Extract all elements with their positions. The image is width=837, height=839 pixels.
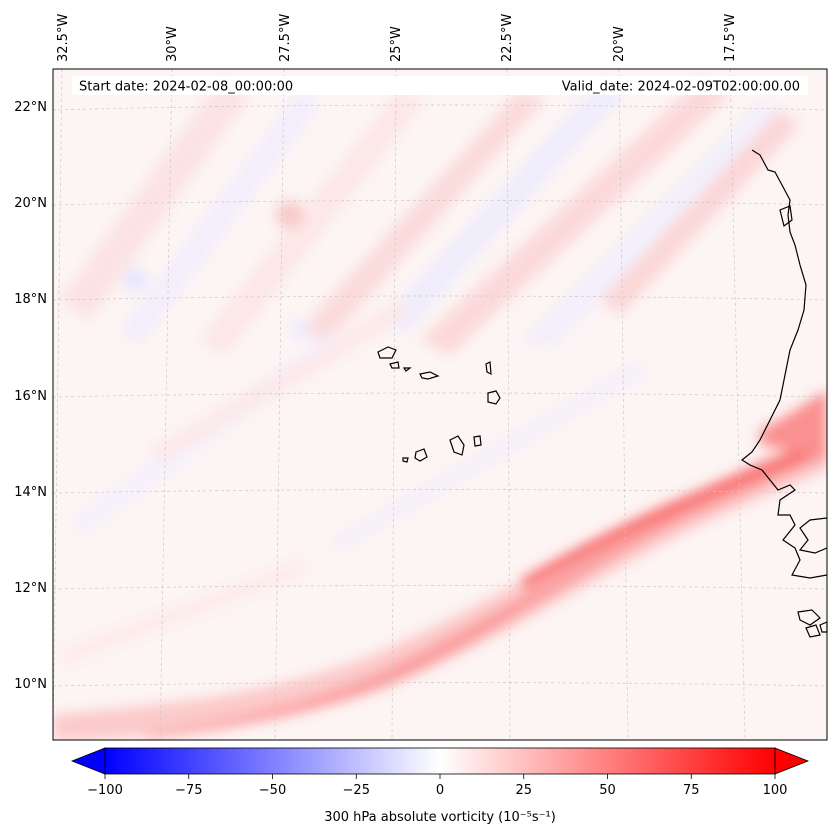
- colorbar-tick-label: −100: [87, 783, 123, 798]
- colorbar-tick-label: 75: [683, 783, 700, 798]
- lat-tick-label: 18°N: [14, 292, 47, 307]
- lon-tick-label: 20°W: [612, 26, 627, 62]
- cape-verde-islands: [377, 346, 501, 463]
- lon-tick-label: 22.5°W: [500, 14, 515, 62]
- lon-tick-label: 17.5°W: [723, 14, 738, 62]
- lat-tick-label: 14°N: [14, 485, 47, 500]
- gridlines: [53, 69, 827, 740]
- colorbar-label: 300 hPa absolute vorticity (10⁻⁵s⁻¹): [324, 810, 556, 825]
- colorbar-tick-label: −50: [259, 783, 286, 798]
- lat-tick-label: 10°N: [14, 677, 47, 692]
- lat-tick-label: 16°N: [14, 389, 47, 404]
- map-plot-area: Start date: 2024-02-08_00:00:00 Valid_da…: [52, 68, 828, 741]
- lon-tick-label: 30°W: [165, 26, 180, 62]
- longitude-axis: 32.5°W 30°W 27.5°W 25°W 22.5°W 20°W 17.5…: [56, 14, 738, 62]
- colorbar-tick-label: 100: [763, 783, 788, 798]
- lon-tick-label: 25°W: [389, 26, 404, 62]
- lat-tick-label: 12°N: [14, 581, 47, 596]
- start-date-label: Start date: 2024-02-08_00:00:00: [79, 80, 293, 95]
- header-band: [72, 76, 808, 95]
- colorbar-tick-label: 25: [515, 783, 532, 798]
- colorbar-tick-label: 0: [436, 783, 444, 798]
- colorbar-tick-label: −75: [175, 783, 202, 798]
- lon-tick-label: 27.5°W: [278, 14, 293, 62]
- lon-tick-label: 32.5°W: [56, 14, 71, 62]
- colorbar: −100 −75 −50 −25 0 25 50 75 100 300 hPa …: [70, 747, 810, 825]
- lat-tick-label: 22°N: [14, 100, 47, 115]
- latitude-axis: 22°N 20°N 18°N 16°N 14°N 12°N 10°N: [14, 100, 47, 692]
- valid-date-label: Valid_date: 2024-02-09T02:00:00.00: [562, 80, 800, 95]
- coastline: [740, 149, 828, 638]
- colorbar-tick-label: −25: [343, 783, 370, 798]
- lat-tick-label: 20°N: [14, 196, 47, 211]
- colorbar-tick-label: 50: [599, 783, 616, 798]
- vorticity-field: [60, 80, 800, 665]
